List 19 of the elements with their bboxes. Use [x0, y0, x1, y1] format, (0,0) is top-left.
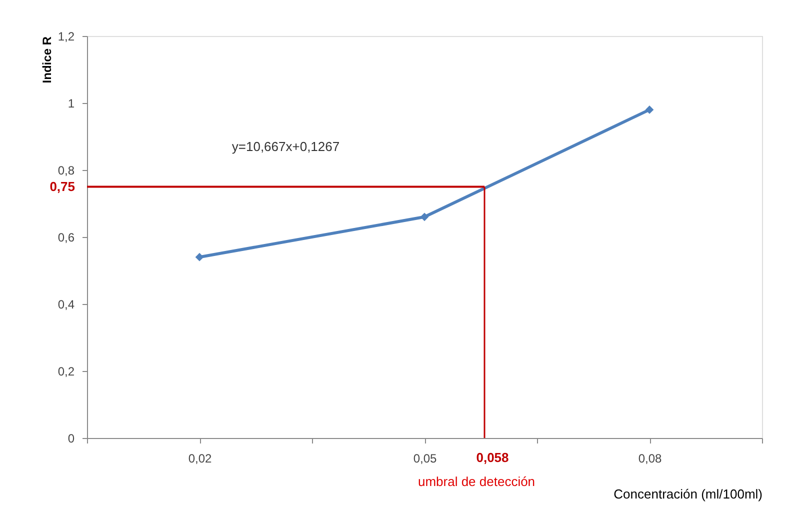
x-tick-label: 0,08: [638, 452, 662, 466]
y-tick-label: 0,6: [58, 230, 75, 244]
y-tick-label: 0,2: [58, 364, 75, 378]
ref-line-label: 0,75: [50, 178, 75, 194]
point: [645, 106, 654, 114]
point: [420, 212, 429, 222]
x-tick-label: 0,05: [413, 452, 437, 466]
text: umbral de detección: [418, 474, 536, 489]
point: [195, 252, 204, 262]
y-tick-label: 1,2: [58, 30, 75, 44]
annotation: y=10,667x+0,1267: [232, 138, 340, 154]
x-tick-label: 0,02: [188, 452, 212, 466]
y-tick-label: 0: [68, 432, 75, 446]
y-axis-title: Indice R: [40, 36, 54, 84]
x-axis-title: Concentración (ml/100ml): [614, 486, 762, 502]
y-tick-label: 1: [68, 96, 75, 110]
ref-line-label: 0,058: [476, 450, 509, 465]
y-tick-label: 0,8: [58, 164, 75, 178]
y-tick-label: 0,4: [58, 298, 75, 312]
